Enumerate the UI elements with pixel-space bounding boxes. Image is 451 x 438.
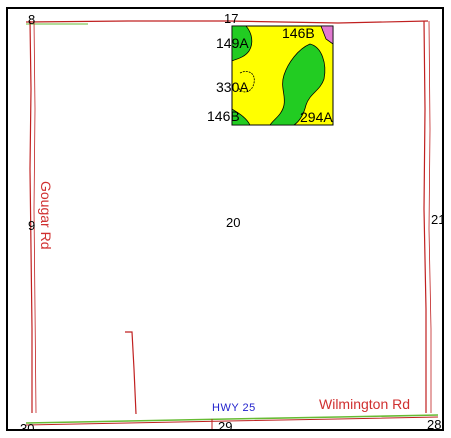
section-number-se: 28 [427, 417, 442, 431]
section-number-center: 20 [226, 215, 241, 230]
soil-label-294a: 294A [300, 109, 333, 125]
east-boundary-road [423, 20, 427, 413]
map-canvas [25, 20, 439, 429]
section-number-n: 17 [224, 11, 239, 26]
section-number-nw: 8 [28, 12, 36, 27]
gougar-road-line [29, 20, 33, 413]
soil-label-330a: 330A [216, 79, 249, 95]
section-number-w: 9 [28, 218, 36, 233]
soil-pink-area [320, 25, 334, 45]
section-number-s: 29 [218, 419, 233, 431]
south-road-red [25, 416, 439, 426]
road-label-wilmington: Wilmington Rd [319, 396, 411, 412]
section-number-sw: 30 [20, 421, 35, 431]
road-label-hwy: HWY 25 [212, 402, 256, 414]
section-number-e: 21 [431, 212, 442, 227]
road-label-gougar: Gougar Rd [38, 181, 54, 250]
internal-road-stub [125, 331, 137, 415]
soil-green-right [269, 43, 326, 126]
soil-green-bottom-left [231, 108, 251, 126]
soil-label-146b-bottom: 146B [207, 108, 240, 124]
soil-map-block [231, 25, 334, 126]
map-frame: 8 17 9 20 21 30 29 28 149A 146B 330A 146… [6, 7, 444, 431]
soil-green-left [231, 25, 253, 62]
east-boundary-road-2 [428, 20, 432, 413]
soil-label-146b-top: 146B [282, 25, 315, 41]
soil-label-149a: 149A [216, 35, 249, 51]
gougar-road-line-2 [33, 20, 37, 414]
north-boundary-road [25, 20, 429, 24]
soil-boundary-330a [237, 71, 255, 93]
south-road-green [25, 414, 439, 424]
